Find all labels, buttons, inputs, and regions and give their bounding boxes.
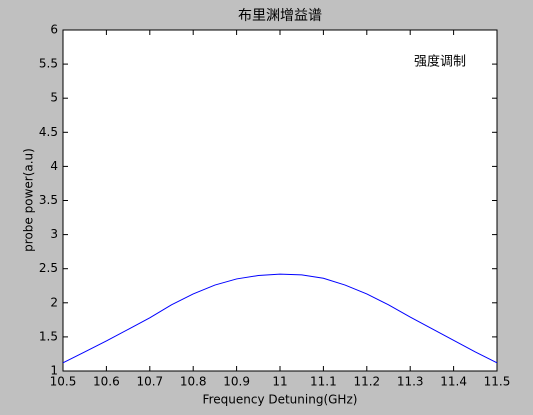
y-tick-label: 4 <box>50 159 58 173</box>
x-tick-label: 11.2 <box>353 375 380 389</box>
y-tick-label: 4.5 <box>39 125 58 139</box>
x-tick-label: 10.9 <box>223 375 250 389</box>
x-tick-label: 11.3 <box>397 375 424 389</box>
y-tick-label: 1.5 <box>39 329 58 343</box>
data-line <box>62 273 498 364</box>
y-tick-label: 1 <box>50 364 58 378</box>
x-tick-label: 11.4 <box>440 375 467 389</box>
annotation: 强度调制 <box>414 54 466 70</box>
y-tick-label: 3.5 <box>39 193 58 207</box>
x-tick-label: 10.8 <box>180 375 207 389</box>
y-tick-label: 2.5 <box>39 261 58 275</box>
y-tick-label: 5.5 <box>39 57 58 71</box>
x-tick-label: 10.7 <box>136 375 163 389</box>
y-tick-label: 5 <box>50 91 58 105</box>
x-axis-label: Frequency Detuning(GHz) <box>203 393 358 407</box>
y-tick-label: 2 <box>50 295 58 309</box>
chart-title: 布里渊增益谱 <box>238 8 322 24</box>
x-tick-label: 10.6 <box>93 375 120 389</box>
x-tick-label: 10.5 <box>50 375 77 389</box>
y-tick-label: 6 <box>50 23 58 37</box>
y-axis-label: probe power(a.u) <box>22 148 36 252</box>
y-tick-label: 3 <box>50 227 58 241</box>
plot-area <box>62 29 498 372</box>
x-tick-label: 11.5 <box>484 375 511 389</box>
x-tick-label: 11 <box>272 375 287 389</box>
x-tick-label: 11.1 <box>310 375 337 389</box>
